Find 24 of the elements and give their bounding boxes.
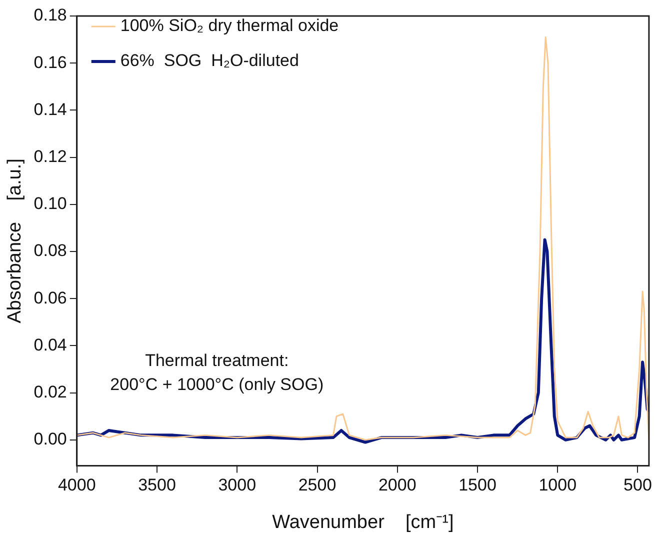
- y-tick-label: 0.10: [34, 194, 67, 214]
- y-tick-label: 0.18: [34, 6, 67, 25]
- x-tick-label: 2000: [378, 476, 416, 495]
- y-tick-label: 0.14: [34, 100, 67, 119]
- y-tick-label: 0.08: [34, 241, 67, 260]
- x-tick-label: 1000: [538, 476, 577, 495]
- x-tick-label: 3500: [138, 476, 176, 495]
- y-tick-label: 0.16: [34, 52, 67, 72]
- x-tick-label: 4000: [58, 476, 96, 495]
- legend-label: 66% SOG H₂O-diluted: [120, 51, 299, 70]
- legend-label: 100% SiO₂ dry thermal oxide: [120, 16, 339, 36]
- x-tick-label: 500: [624, 476, 652, 495]
- y-tick-label: 0.12: [34, 146, 67, 166]
- annotation: 200°C + 1000°C (only SOG): [110, 374, 324, 394]
- y-tick-label: 0.02: [34, 382, 67, 402]
- x-tick-label: 1500: [458, 476, 496, 495]
- x-tick-label: 3000: [218, 476, 256, 495]
- y-tick-label: 0.04: [34, 335, 67, 354]
- annotation: Thermal treatment:: [145, 350, 289, 370]
- x-tick-label: 2500: [298, 476, 336, 495]
- x-axis-title: Wavenumber [cm⁻¹]: [272, 512, 454, 533]
- y-axis-title: Absorbance [a.u.]: [4, 158, 26, 324]
- y-tick-label: 0.06: [34, 288, 67, 308]
- y-tick-label: 0.00: [34, 430, 67, 449]
